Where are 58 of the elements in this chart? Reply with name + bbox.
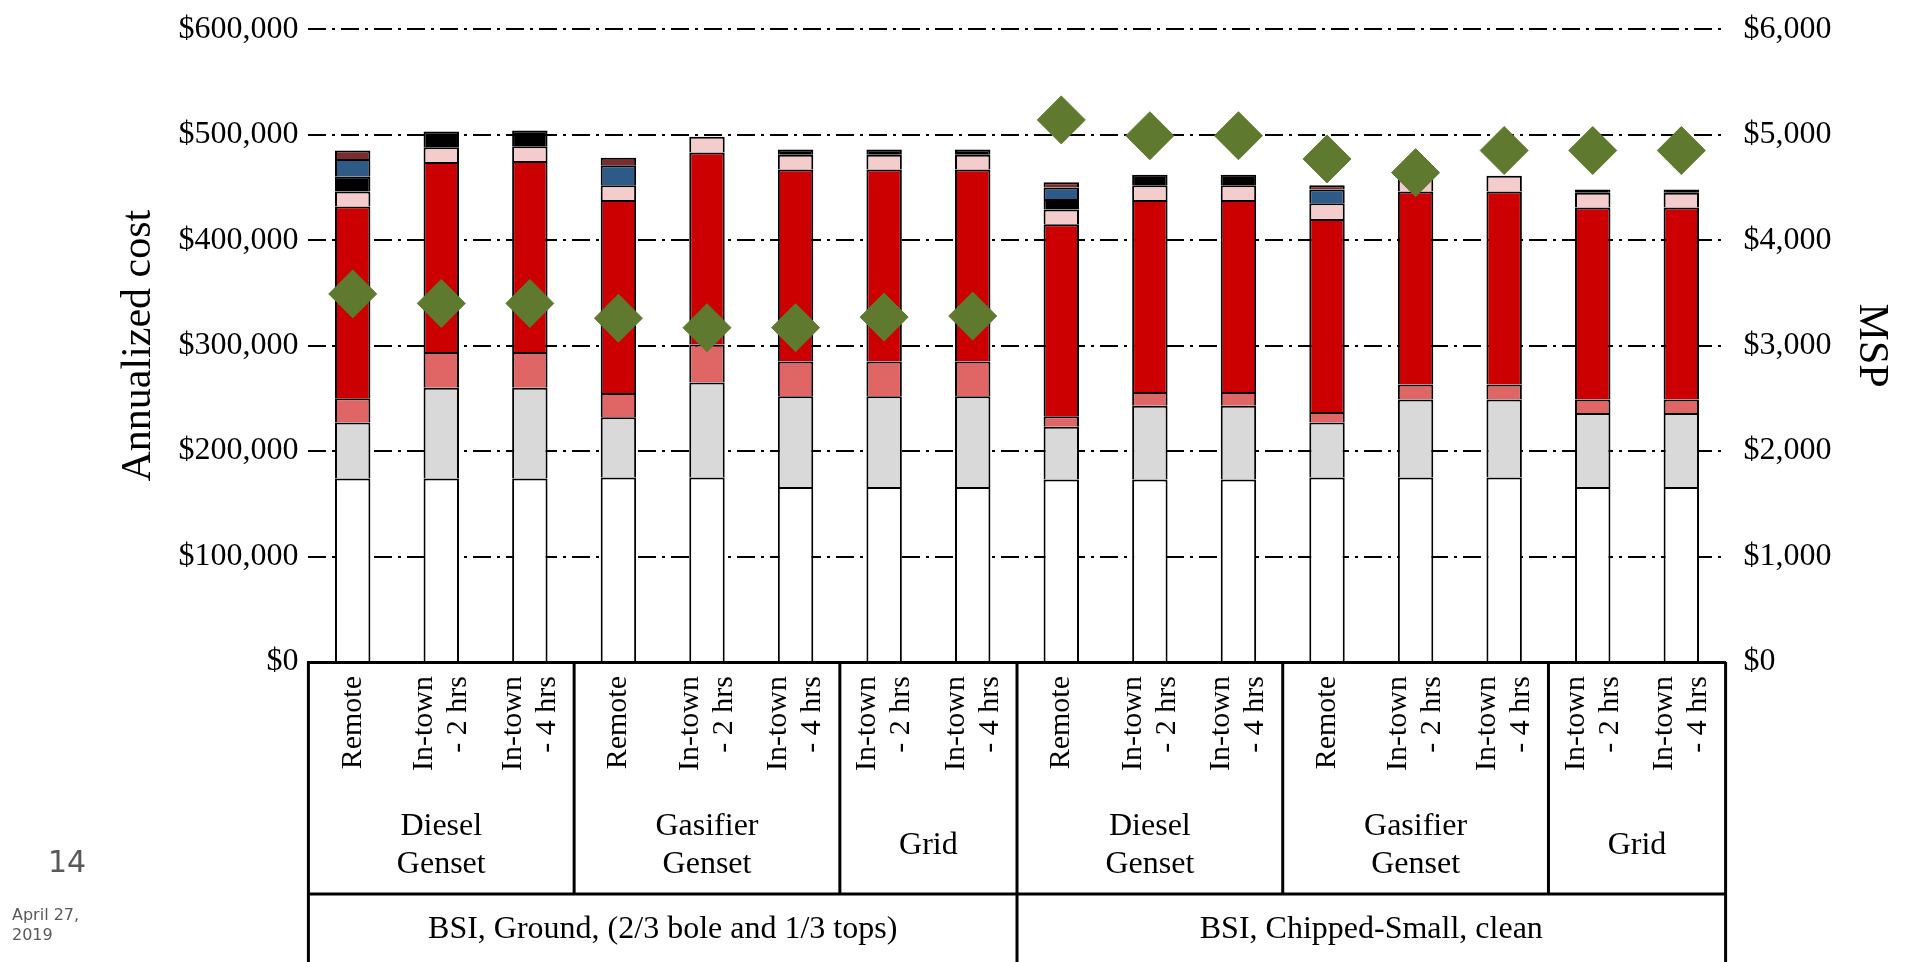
- y-tick-label: $0: [266, 641, 299, 678]
- y-tick-label: $200,000: [178, 430, 299, 467]
- y2-tick-label: $6,000: [1743, 8, 1832, 45]
- x-tick-label: In-town - 4 hrs: [1645, 676, 1713, 771]
- x-tick-label: In-town - 2 hrs: [1556, 676, 1624, 771]
- point: [1125, 111, 1175, 161]
- point: [593, 293, 643, 343]
- text: Diesel Genset: [396, 806, 486, 881]
- point: [328, 269, 378, 319]
- x-tick-label: In-town - 2 hrs: [1379, 676, 1447, 771]
- text: BSI, Ground, (2/3 bole and 1/3 tops): [428, 909, 898, 946]
- x-tick-label: Remote: [333, 676, 367, 770]
- x-tick-label: In-town - 2 hrs: [670, 676, 738, 771]
- text: Gasifier Genset: [1364, 806, 1468, 881]
- y-axis-title: Annualized cost: [113, 209, 160, 482]
- point: [1036, 95, 1086, 145]
- point: [682, 303, 732, 353]
- text: April 27, 2019: [12, 905, 80, 945]
- y-tick-label: $500,000: [178, 114, 299, 151]
- y-tick-label: $600,000: [178, 8, 299, 45]
- x-tick-label: In-town - 4 hrs: [493, 676, 561, 771]
- point: [1479, 125, 1529, 175]
- x-tick-label: In-town - 4 hrs: [759, 676, 827, 771]
- text: Diesel Genset: [1105, 806, 1195, 881]
- x-tick-label: Remote: [1042, 676, 1076, 770]
- y-tick-label: $100,000: [178, 535, 299, 572]
- point: [416, 278, 466, 328]
- point: [1391, 148, 1441, 198]
- y-tick-label: $300,000: [178, 325, 299, 362]
- y-tick-label: $400,000: [178, 219, 299, 256]
- point: [1656, 125, 1706, 175]
- y2-axis-title: MSP: [1850, 303, 1897, 388]
- point: [505, 278, 555, 328]
- x-tick-label: In-town - 4 hrs: [1202, 676, 1270, 771]
- text: Grid: [899, 825, 958, 862]
- x-tick-label: Remote: [599, 676, 633, 770]
- text: BSI, Chipped-Small, clean: [1199, 909, 1543, 946]
- text: Grid: [1607, 825, 1667, 862]
- point: [948, 291, 998, 341]
- y2-tick-label: $1,000: [1743, 535, 1832, 572]
- point: [1568, 125, 1618, 175]
- text: 14: [48, 843, 87, 879]
- point: [1302, 134, 1352, 184]
- point: [859, 292, 909, 342]
- y2-tick-label: $5,000: [1743, 114, 1832, 151]
- x-tick-label: In-town - 2 hrs: [848, 676, 916, 771]
- x-tick-label: Remote: [1307, 676, 1341, 770]
- x-tick-label: In-town - 4 hrs: [936, 676, 1004, 771]
- point: [1213, 111, 1263, 161]
- point: [771, 303, 821, 353]
- x-tick-label: In-town - 2 hrs: [405, 676, 473, 771]
- y2-tick-label: $3,000: [1743, 325, 1832, 362]
- y2-tick-label: $4,000: [1743, 219, 1832, 256]
- x-tick-label: In-town - 2 hrs: [1113, 676, 1181, 771]
- text: Gasifier Genset: [655, 806, 759, 881]
- y2-tick-label: $2,000: [1743, 430, 1832, 467]
- x-tick-label: In-town - 4 hrs: [1468, 676, 1536, 771]
- y2-tick-label: $0: [1743, 641, 1776, 678]
